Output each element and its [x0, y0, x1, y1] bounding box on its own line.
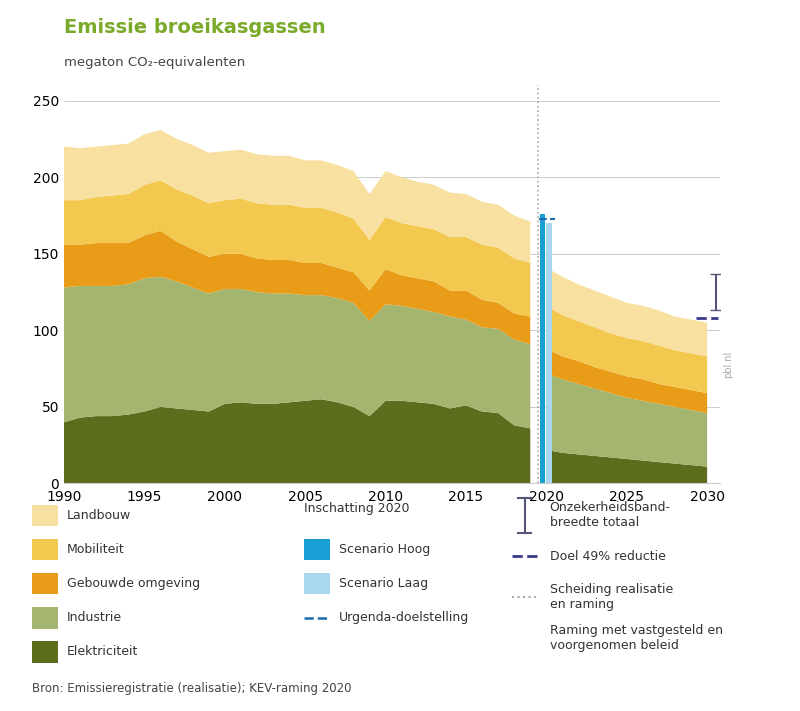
Text: Onzekerheidsband-
breedte totaal: Onzekerheidsband- breedte totaal — [550, 501, 670, 530]
Text: Raming met vastgesteld en
voorgenomen beleid: Raming met vastgesteld en voorgenomen be… — [550, 624, 722, 652]
Text: megaton CO₂-equivalenten: megaton CO₂-equivalenten — [64, 56, 246, 70]
Text: Scenario Hoog: Scenario Hoog — [339, 543, 430, 556]
Text: Scenario Laag: Scenario Laag — [339, 577, 428, 590]
Text: Doel 49% reductie: Doel 49% reductie — [550, 550, 666, 563]
Text: Mobiliteit: Mobiliteit — [67, 543, 125, 556]
Text: Urgenda-doelstelling: Urgenda-doelstelling — [339, 611, 470, 624]
Text: Industrie: Industrie — [67, 611, 122, 624]
Bar — [546, 223, 551, 483]
Text: Elektriciteit: Elektriciteit — [67, 646, 138, 658]
Bar — [539, 214, 545, 483]
Text: Inschatting 2020: Inschatting 2020 — [304, 502, 410, 515]
Text: Emissie broeikasgassen: Emissie broeikasgassen — [64, 18, 326, 37]
Text: Scheiding realisatie
en raming: Scheiding realisatie en raming — [550, 584, 673, 611]
Text: pbl.nl: pbl.nl — [723, 351, 733, 378]
Text: Bron: Emissieregistratie (realisatie); KEV-raming 2020: Bron: Emissieregistratie (realisatie); K… — [32, 683, 351, 695]
Text: Gebouwde omgeving: Gebouwde omgeving — [67, 577, 200, 590]
Text: Landbouw: Landbouw — [67, 509, 131, 522]
